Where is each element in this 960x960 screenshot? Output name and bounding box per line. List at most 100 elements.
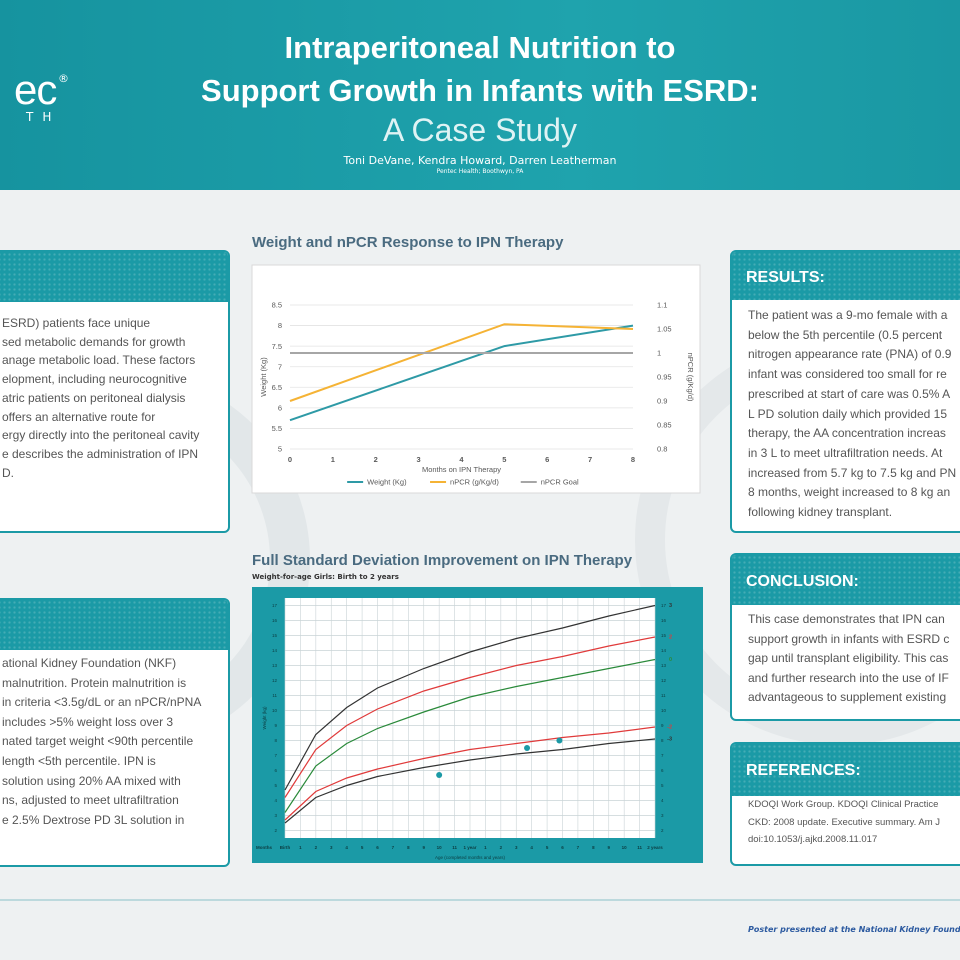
x-tick-label: 6 bbox=[545, 455, 549, 464]
y-tick-label: 6.5 bbox=[272, 383, 282, 392]
x-tick-label: 2 bbox=[500, 845, 503, 850]
y-tick-label: 5 bbox=[274, 783, 277, 788]
curve-label: 2 bbox=[669, 635, 672, 641]
x-axis-title: Months on IPN Therapy bbox=[422, 465, 501, 474]
y-tick-label: 8 bbox=[661, 738, 664, 743]
legend-label: nPCR Goal bbox=[541, 478, 579, 487]
y-tick-label: 7 bbox=[278, 362, 282, 371]
logo-mark: ® bbox=[58, 72, 69, 85]
body-text: This case demonstrates that IPN can bbox=[748, 612, 945, 626]
x-tick-label: Birth bbox=[280, 845, 291, 850]
results-panel: RESULTS: The patient was a 9-mo female wi… bbox=[730, 250, 960, 533]
footer-note: Poster presented at the National Kidney … bbox=[748, 925, 960, 934]
x-tick-label: 5 bbox=[361, 845, 364, 850]
series-line bbox=[284, 636, 656, 798]
x-tick-label: 0 bbox=[288, 455, 292, 464]
y2-tick-label: 1 bbox=[657, 349, 661, 358]
body-text: ns, adjusted to meet ultrafiltration bbox=[2, 793, 179, 808]
x-tick-label: 4 bbox=[345, 845, 348, 850]
panel-heading: RESULTS: bbox=[746, 269, 825, 286]
x-tick-label: 5 bbox=[502, 455, 506, 464]
body-text: The patient was a 9-mo female with a bbox=[748, 308, 948, 322]
y2-tick-label: 1.1 bbox=[657, 301, 667, 310]
y-tick-label: 8.5 bbox=[272, 301, 282, 310]
y-tick-label: 17 bbox=[661, 603, 667, 608]
body-text: support growth in infants with ESRD c bbox=[748, 631, 950, 646]
title-line: Intraperitoneal Nutrition to bbox=[284, 30, 676, 65]
y-tick-label: 10 bbox=[661, 708, 667, 713]
x-tick-label: 9 bbox=[422, 845, 425, 850]
y-tick-label: 12 bbox=[661, 678, 667, 683]
x-tick-label: 5 bbox=[546, 845, 549, 850]
y-tick-label: 13 bbox=[661, 663, 667, 668]
y-tick-label: 4 bbox=[661, 798, 664, 803]
body-text: infant was considered too small for re bbox=[748, 367, 947, 382]
authors: Toni DeVane, Kendra Howard, Darren Leath… bbox=[343, 154, 617, 167]
x-tick-label: 10 bbox=[622, 845, 628, 850]
y-tick-label: 3 bbox=[661, 813, 664, 818]
body-text: advantageous to supplement existing bbox=[748, 690, 947, 704]
body-text: nitrogen appearance rate (PNA) of 0.9 bbox=[748, 347, 952, 362]
y-tick-label: 6 bbox=[274, 768, 277, 773]
series-line bbox=[284, 726, 656, 821]
x-tick-label: 7 bbox=[392, 845, 395, 850]
y-tick-label: 7 bbox=[274, 753, 277, 758]
x-tick-label: 1 bbox=[484, 845, 487, 850]
curve-label: -3 bbox=[667, 737, 672, 743]
body-text: gap until transplant eligibility. This c… bbox=[748, 651, 949, 665]
x-tick-label: 2 years bbox=[647, 845, 663, 850]
data-point bbox=[556, 737, 563, 744]
y-tick-label: 14 bbox=[272, 648, 278, 653]
y-tick-label: 7.5 bbox=[272, 342, 282, 351]
series-line bbox=[284, 604, 656, 791]
x-tick-label: 7 bbox=[588, 455, 592, 464]
chart-frame bbox=[251, 264, 701, 494]
chart-subtitle: Weight-for-age Girls: Birth to 2 years bbox=[252, 573, 399, 581]
x-tick-label: 3 bbox=[417, 455, 421, 464]
body-text: and further research into the use of IF bbox=[748, 670, 949, 685]
legend-label: Weight (Kg) bbox=[367, 478, 407, 487]
body-text: below the 5th percentile (0.5 percent bbox=[748, 327, 943, 342]
y-axis-title: Weight (kg) bbox=[262, 706, 267, 729]
body-text: L PD solution daily which provided 15 bbox=[748, 406, 948, 421]
legend-label: nPCR (g/Kg/d) bbox=[450, 478, 499, 487]
body-text: malnutrition. Protein malnutrition is bbox=[2, 675, 187, 690]
y-tick-label: 6 bbox=[661, 768, 664, 773]
x-tick-label: 2 bbox=[315, 845, 318, 850]
y-tick-label: 11 bbox=[272, 693, 277, 698]
y-tick-label: 8 bbox=[278, 321, 282, 330]
x-tick-label: 7 bbox=[577, 845, 580, 850]
body-text: therapy, the AA concentration increas bbox=[748, 426, 946, 441]
y-tick-label: 10 bbox=[272, 708, 278, 713]
y-tick-label: 4 bbox=[274, 798, 277, 803]
body-text: ergy directly into the peritoneal cavity bbox=[2, 428, 200, 443]
body-text: ational Kidney Foundation (NKF) bbox=[2, 656, 177, 670]
x-tick-label: 8 bbox=[631, 455, 635, 464]
x-tick-label: 6 bbox=[376, 845, 379, 850]
body-text: offers an alternative route for bbox=[2, 409, 156, 424]
series-line bbox=[284, 658, 656, 813]
body-text: atric patients on peritoneal dialysis bbox=[2, 390, 186, 405]
x-tick-label: 3 bbox=[330, 845, 333, 850]
body-text: elopment, including neurocognitive bbox=[2, 372, 187, 387]
panel-header: REFERENCES: bbox=[732, 744, 960, 796]
logo-sub: TH bbox=[26, 110, 61, 124]
conclusion-panel: CONCLUSION: This case demonstrates that I… bbox=[730, 553, 960, 721]
chart-title: Full Standard Deviation Improvement on I… bbox=[252, 552, 633, 569]
body-text: in criteria <3.5g/dL or an nPCR/nPNA bbox=[2, 695, 202, 710]
body-text: length <5th percentile. IPN is bbox=[2, 754, 156, 768]
panel-header: RESULTS: bbox=[732, 252, 960, 300]
y-tick-label: 3 bbox=[274, 813, 277, 818]
y-tick-label: 2 bbox=[274, 828, 277, 833]
body-text: includes >5% weight loss over 3 bbox=[2, 714, 174, 729]
x-tick-label: 2 bbox=[374, 455, 378, 464]
data-point bbox=[524, 745, 531, 751]
affiliation: Pentec Health; Boothwyn, PA bbox=[436, 168, 524, 175]
data-point bbox=[436, 772, 443, 778]
body-text: CKD: 2008 update. Executive summary. Am … bbox=[748, 816, 941, 828]
series-line bbox=[284, 738, 656, 824]
y-tick-label: 11 bbox=[661, 693, 666, 698]
x-tick-label: 10 bbox=[437, 845, 443, 850]
y2-axis-title: nPCR (g/Kg/d) bbox=[686, 353, 695, 402]
